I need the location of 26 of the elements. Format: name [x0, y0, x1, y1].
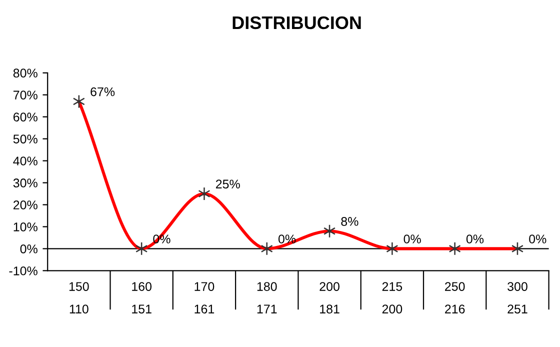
x-tick-label: 300 251 [508, 282, 528, 314]
x-tick-label: 150 110 [69, 282, 89, 314]
y-tick-label: 80% [13, 68, 38, 78]
y-tick-label: -10% [9, 266, 38, 276]
y-tick-label: 20% [13, 200, 38, 210]
y-tick-label: 70% [14, 90, 38, 100]
x-tick-label: 180 171 [257, 282, 277, 314]
data-label: 8% [341, 217, 358, 226]
y-tick-label: 0% [20, 244, 38, 254]
y-tick-label: 50% [13, 134, 38, 144]
y-tick-label: 60% [13, 112, 38, 122]
y-tick-label: 10% [14, 222, 38, 232]
x-tick-label: 200 181 [320, 282, 340, 314]
chart-title: DISTRIBUCION [232, 16, 361, 30]
y-tick-label: 40% [13, 156, 38, 166]
data-label: 0% [466, 234, 484, 244]
data-label: 67% [90, 87, 115, 96]
y-tick-label: 30% [13, 178, 38, 188]
data-label: 0% [278, 234, 296, 244]
x-tick-label: 250 216 [445, 282, 465, 314]
x-tick-label: 160 151 [132, 282, 152, 314]
x-tick-label: 215 200 [382, 282, 402, 314]
data-label: 25% [216, 180, 240, 188]
x-tick-label: 170 161 [194, 282, 214, 314]
data-label: 0% [529, 234, 546, 244]
data-label: 0% [404, 234, 421, 244]
